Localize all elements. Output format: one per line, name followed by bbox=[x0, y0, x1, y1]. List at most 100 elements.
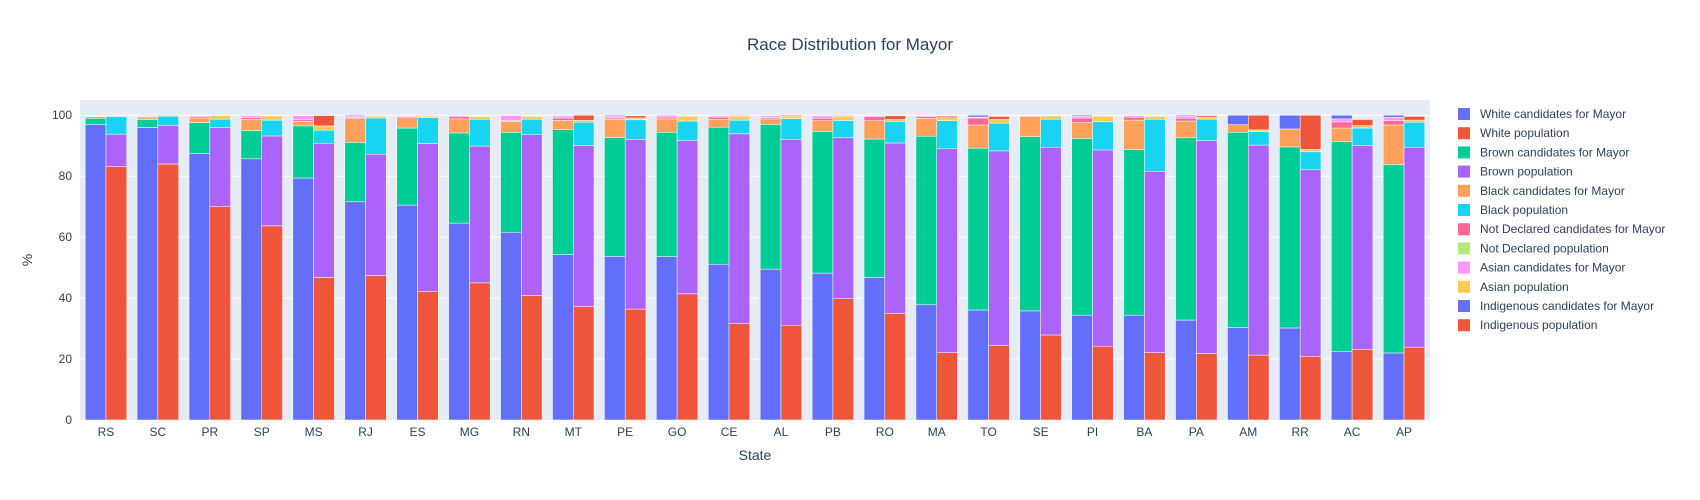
bar-segment bbox=[500, 232, 522, 421]
bar-segment bbox=[708, 116, 730, 120]
bar-segment bbox=[552, 254, 574, 421]
bar-segment bbox=[1227, 327, 1249, 421]
bar-segment bbox=[552, 115, 574, 119]
bar-segment bbox=[1175, 120, 1197, 139]
legend-item[interactable]: White population bbox=[1458, 126, 1569, 140]
x-tick-label: MG bbox=[460, 425, 479, 439]
bar-segment bbox=[1092, 149, 1114, 347]
legend-item[interactable]: Brown population bbox=[1458, 165, 1573, 179]
bar-segment bbox=[604, 115, 626, 119]
bar-segment bbox=[884, 119, 906, 122]
legend-item[interactable]: Black candidates for Mayor bbox=[1458, 184, 1625, 198]
bar-segment bbox=[1071, 138, 1093, 316]
bar-segment bbox=[1403, 116, 1426, 121]
bar-segment bbox=[292, 125, 314, 179]
y-tick-label: 20 bbox=[59, 352, 73, 366]
bar-segment bbox=[811, 115, 834, 119]
bar-segment bbox=[188, 122, 211, 154]
x-tick-label: ES bbox=[409, 425, 425, 439]
legend-item[interactable]: Asian candidates for Mayor bbox=[1458, 261, 1625, 275]
bar-segment bbox=[967, 124, 989, 149]
bar-segment bbox=[967, 114, 989, 118]
bar-segment bbox=[105, 116, 127, 135]
bar-segment bbox=[261, 135, 283, 227]
bar-segment bbox=[573, 145, 595, 307]
x-tick-label: AM bbox=[1239, 425, 1257, 439]
bar-segment bbox=[1071, 122, 1093, 139]
bar-segment bbox=[1019, 310, 1041, 421]
bar-segment bbox=[863, 138, 886, 278]
bar-segment bbox=[552, 114, 574, 117]
legend-item[interactable]: Not Declared candidates for Mayor bbox=[1458, 222, 1665, 236]
x-tick-label: RS bbox=[98, 425, 115, 439]
bar-segment bbox=[365, 115, 387, 119]
bar-segment bbox=[884, 115, 906, 120]
bar-segment bbox=[188, 153, 211, 421]
legend-item[interactable]: Brown candidates for Mayor bbox=[1458, 145, 1629, 159]
legend-item[interactable]: Asian population bbox=[1458, 280, 1569, 294]
bar-segment bbox=[676, 120, 699, 141]
bar-segment bbox=[157, 163, 179, 421]
bar-segment bbox=[915, 304, 937, 421]
legend-label: Asian population bbox=[1480, 280, 1569, 294]
x-tick-label: PR bbox=[201, 425, 218, 439]
bar-segment bbox=[1403, 119, 1426, 123]
bar-segment bbox=[1299, 149, 1322, 153]
bar-segment bbox=[1196, 140, 1218, 354]
bar-segment bbox=[1175, 115, 1197, 119]
bar-segment bbox=[884, 121, 906, 144]
bar-segment bbox=[84, 124, 107, 421]
bar-segment bbox=[448, 222, 470, 421]
legend-item[interactable]: Black population bbox=[1458, 203, 1568, 217]
x-tick-label: RR bbox=[1292, 425, 1310, 439]
bar-segment bbox=[1040, 334, 1062, 421]
legend-label: Asian candidates for Mayor bbox=[1480, 261, 1625, 275]
bar-segment bbox=[261, 119, 283, 137]
legend-item[interactable]: White candidates for Mayor bbox=[1458, 107, 1626, 121]
bar-segment bbox=[988, 122, 1010, 152]
legend-swatch bbox=[1458, 184, 1470, 197]
bar-segment bbox=[1331, 114, 1353, 120]
y-tick-label: 80 bbox=[59, 169, 73, 183]
x-tick-label: SE bbox=[1033, 425, 1049, 439]
bar-segment bbox=[1351, 125, 1374, 129]
bar-segment bbox=[988, 150, 1010, 346]
x-tick-label: RN bbox=[513, 425, 530, 439]
bar-segment bbox=[1279, 146, 1301, 329]
bar-segment bbox=[676, 140, 699, 295]
bar-segment bbox=[469, 282, 491, 421]
legend-label: Black population bbox=[1480, 203, 1568, 217]
bar-segment bbox=[1331, 127, 1353, 143]
legend-item[interactable]: Indigenous population bbox=[1458, 318, 1597, 332]
legend-swatch bbox=[1458, 300, 1470, 312]
bar-segment bbox=[157, 125, 179, 165]
bar-segment bbox=[1331, 141, 1353, 352]
bar-segment bbox=[832, 115, 854, 117]
x-axis-title: State bbox=[739, 447, 772, 463]
x-tick-label: PB bbox=[825, 425, 841, 439]
legend-label: White population bbox=[1480, 126, 1569, 140]
bar-segment bbox=[365, 275, 387, 421]
legend-item[interactable]: Indigenous candidates for Mayor bbox=[1458, 299, 1654, 313]
bar-segment bbox=[188, 117, 211, 123]
bar-segment bbox=[396, 117, 418, 129]
bar-segment bbox=[1144, 352, 1166, 421]
legend-swatch bbox=[1458, 204, 1470, 216]
x-tick-label: PI bbox=[1087, 425, 1098, 439]
bar-segment bbox=[1351, 127, 1374, 146]
bar-segment bbox=[811, 114, 834, 117]
bar-segment bbox=[988, 116, 1010, 120]
x-tick-label: MA bbox=[928, 425, 946, 439]
bar-segment bbox=[1175, 118, 1197, 122]
bar-segment bbox=[417, 143, 439, 292]
bar-segment bbox=[1331, 121, 1353, 129]
bar-segment bbox=[676, 293, 699, 421]
bar-segment bbox=[863, 120, 886, 140]
bar-segment bbox=[573, 114, 595, 121]
x-tick-label: TO bbox=[980, 425, 996, 439]
legend-item[interactable]: Not Declared population bbox=[1458, 241, 1609, 255]
bar-segment bbox=[832, 298, 854, 421]
bar-segment bbox=[936, 148, 958, 353]
